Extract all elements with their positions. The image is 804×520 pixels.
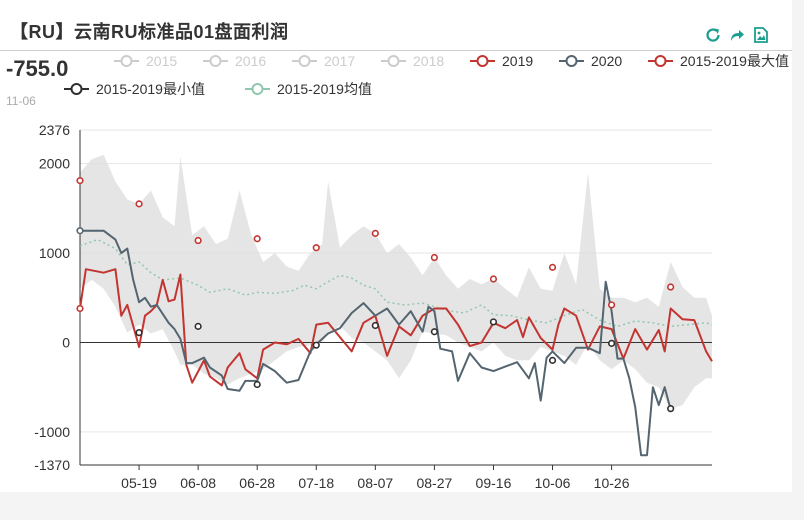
series-min-marker — [194, 322, 202, 330]
legend-label: 2015-2019最小值 — [96, 81, 205, 97]
legend-swatch-marker — [70, 83, 83, 95]
x-tick-label: 09-16 — [476, 475, 512, 491]
x-tick-label: 06-28 — [239, 475, 275, 491]
series-2020-marker — [76, 227, 84, 235]
x-tick-label: 10-06 — [535, 475, 571, 491]
legend-label: 2017 — [324, 53, 355, 69]
share-icon[interactable] — [728, 26, 746, 44]
series-max-marker — [312, 244, 320, 252]
value-readout: -755.0 — [6, 56, 69, 81]
series-max-marker — [371, 229, 379, 237]
x-tick-label: 08-27 — [416, 475, 452, 491]
series-min-marker — [667, 405, 675, 413]
legend-swatch-marker — [120, 55, 133, 67]
legend-swatch-marker — [565, 55, 578, 67]
series-2020-line — [80, 229, 672, 457]
legend-swatch-marker — [298, 55, 311, 67]
title-divider — [0, 50, 792, 51]
x-tick-label: 05-19 — [121, 475, 157, 491]
y-tick-label: 1000 — [39, 245, 70, 261]
series-max-marker — [135, 200, 143, 208]
legend-swatch-marker — [387, 55, 400, 67]
y-tick-label: 2376 — [39, 122, 70, 138]
series-max-marker — [489, 275, 498, 283]
legend-item[interactable]: 2015-2019最小值 — [64, 81, 205, 97]
legend-swatch-marker — [209, 55, 222, 67]
legend-label: 2015-2019最大值 — [680, 53, 789, 69]
legend-item[interactable]: 2018 — [381, 53, 444, 69]
series-min-marker — [312, 341, 320, 349]
chart-toolbar — [704, 26, 770, 44]
legend-item[interactable]: 2015 — [114, 53, 177, 69]
series-min-marker — [548, 356, 557, 364]
legend-label: 2016 — [235, 53, 266, 69]
y-tick-label: -1370 — [34, 457, 70, 473]
legend-swatch-marker — [476, 55, 489, 67]
series-min-marker — [371, 321, 379, 330]
date-readout: 11-06 — [6, 94, 36, 108]
series-max-marker — [194, 236, 202, 245]
series-min-marker — [430, 328, 438, 336]
series-max-marker — [548, 263, 557, 271]
x-tick-label: 10-26 — [594, 475, 630, 491]
legend-item[interactable]: 2019 — [470, 53, 533, 69]
legend-label: 2018 — [413, 53, 444, 69]
range-band — [80, 154, 712, 409]
series-min-marker — [135, 329, 143, 337]
series-min-marker — [607, 339, 616, 347]
legend-item[interactable]: 2017 — [292, 53, 355, 69]
x-tick-label: 07-18 — [298, 475, 334, 491]
series-max-marker — [607, 301, 616, 309]
series-min-marker — [489, 318, 498, 326]
series-mean-line — [79, 238, 713, 328]
y-tick-label: 2000 — [39, 156, 70, 172]
refresh-icon[interactable] — [704, 26, 722, 44]
legend-label: 2019 — [502, 53, 533, 69]
series-max-marker — [76, 177, 84, 185]
series-max-marker — [667, 283, 675, 291]
series-min-marker — [253, 380, 261, 389]
x-tick-label: 06-08 — [180, 475, 216, 491]
legend-item[interactable]: 2016 — [203, 53, 266, 69]
legend-item[interactable]: 2015-2019最大值 — [648, 53, 789, 69]
y-tick-label: -1000 — [34, 424, 70, 440]
series-max-marker — [253, 235, 261, 243]
legend-label: 2020 — [591, 53, 622, 69]
legend-swatch-marker — [251, 83, 264, 95]
series-2019-marker — [76, 304, 84, 313]
legend-label: 2015-2019均值 — [277, 81, 372, 97]
x-tick-label: 08-07 — [357, 475, 393, 491]
y-tick-label: 0 — [62, 334, 70, 350]
legend-item[interactable]: 2020 — [559, 53, 622, 69]
chart-title: 【RU】云南RU标准品01盘面利润 — [10, 22, 289, 42]
legend-label: 2015 — [146, 53, 177, 69]
series-max-marker — [430, 253, 438, 262]
legend-swatch-marker — [654, 55, 667, 67]
save-image-icon[interactable] — [752, 26, 770, 44]
legend-item[interactable]: 2015-2019均值 — [245, 81, 372, 97]
